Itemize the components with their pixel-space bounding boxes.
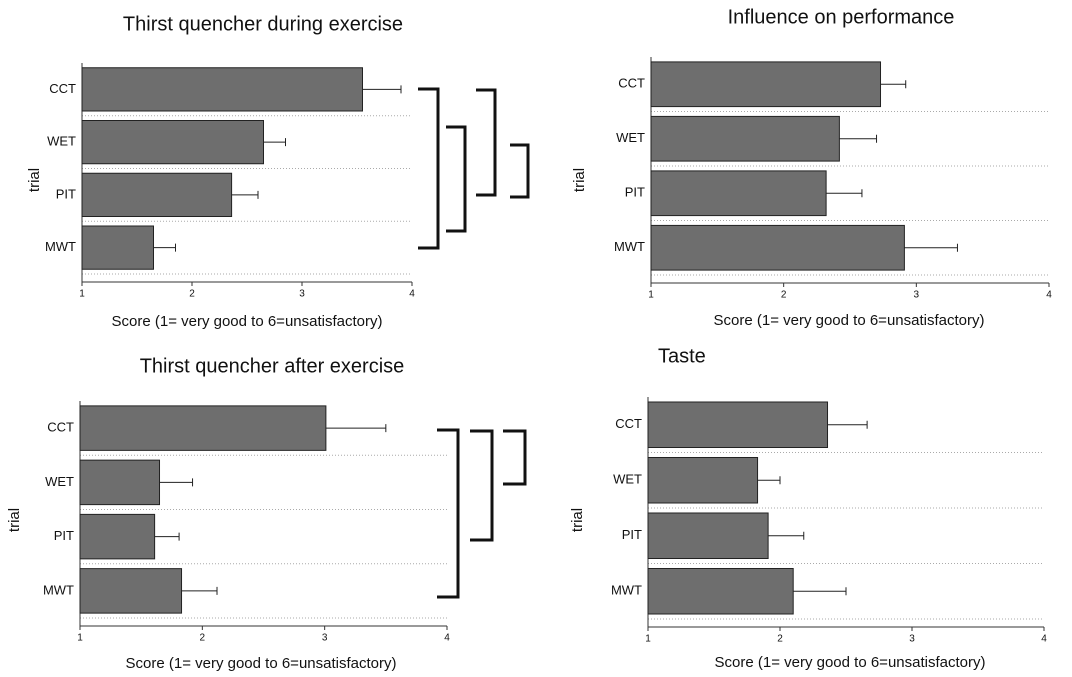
y-tick-label: PIT <box>622 527 642 542</box>
error-bar <box>362 85 402 94</box>
error-bar <box>904 243 958 252</box>
x-tick-label: 4 <box>1041 634 1047 645</box>
y-tick-label: CCT <box>49 81 76 96</box>
error-bar <box>768 531 805 540</box>
bracket <box>476 88 497 197</box>
x-tick-label: 3 <box>914 290 920 301</box>
y-tick-label: MWT <box>611 583 642 598</box>
bracket <box>510 143 530 199</box>
bar <box>81 119 264 165</box>
error-bar <box>231 190 259 199</box>
x-tick-label: 2 <box>189 289 195 300</box>
x-tick-label: 1 <box>77 633 83 644</box>
significance-brackets <box>418 87 530 599</box>
x-tick-label: 1 <box>645 634 651 645</box>
chart-panel: Thirst quencher during exercise Score (1=… <box>26 13 415 330</box>
chart-panel: Thirst quencher after exercise Score (1= … <box>6 355 450 672</box>
x-tick-label: 4 <box>444 633 450 644</box>
error-bar <box>826 189 863 198</box>
x-tick-label: 2 <box>777 634 783 645</box>
y-axis-label: trial <box>571 168 588 192</box>
error-bar <box>181 586 218 595</box>
y-axis-label: trial <box>6 508 23 532</box>
y-tick-label: MWT <box>43 582 74 597</box>
x-tick-label: 1 <box>79 289 85 300</box>
chart-panel: Taste Score (1= very good to 6=unsatisfac… <box>569 345 1047 671</box>
bar <box>647 401 829 449</box>
chart-title: Influence on performance <box>728 6 955 28</box>
x-axis-label: Score (1= very good to 6=unsatisfactory) <box>714 312 985 329</box>
y-tick-label: WET <box>45 474 74 489</box>
bar <box>79 459 161 506</box>
y-axis-label: trial <box>569 508 586 532</box>
chart-title: Taste <box>658 345 706 367</box>
chart-title: Thirst quencher during exercise <box>123 13 403 35</box>
x-tick-label: 3 <box>299 289 305 300</box>
error-bar <box>793 587 847 596</box>
x-tick-label: 2 <box>200 633 206 644</box>
bracket <box>503 429 527 486</box>
bracket <box>446 125 467 233</box>
chart-panel: Influence on performance Score (1= very g… <box>571 6 1052 329</box>
error-bar <box>325 424 387 433</box>
y-tick-label: PIT <box>56 186 76 201</box>
error-bar <box>757 476 781 485</box>
bar <box>79 568 183 614</box>
x-axis-label: Score (1= very good to 6=unsatisfactory) <box>112 313 383 330</box>
x-axis-label: Score (1= very good to 6=unsatisfactory) <box>715 654 986 671</box>
y-tick-label: PIT <box>625 185 645 200</box>
bar <box>79 513 156 560</box>
bar <box>647 567 794 615</box>
bar <box>650 224 905 271</box>
x-tick-label: 4 <box>1046 290 1052 301</box>
bar <box>81 225 154 270</box>
y-tick-label: WET <box>616 130 645 145</box>
y-tick-label: CCT <box>615 416 642 431</box>
bracket <box>437 428 460 599</box>
bar <box>81 67 363 112</box>
y-tick-label: MWT <box>614 239 645 254</box>
error-bar <box>263 138 286 147</box>
x-tick-label: 1 <box>648 290 654 301</box>
x-tick-label: 3 <box>322 633 328 644</box>
error-bar <box>827 420 868 429</box>
y-axis-label: trial <box>26 168 43 192</box>
bar <box>81 172 233 218</box>
bar <box>79 405 327 451</box>
bar <box>650 170 827 217</box>
error-bar <box>159 478 194 487</box>
bar <box>647 456 759 504</box>
y-tick-label: CCT <box>618 76 645 91</box>
bar <box>650 115 840 162</box>
error-bar <box>839 134 878 143</box>
error-bar <box>880 80 907 89</box>
x-axis-label: Score (1= very good to 6=unsatisfactory) <box>126 655 397 672</box>
y-tick-label: WET <box>47 134 76 149</box>
y-tick-label: WET <box>613 472 642 487</box>
y-tick-label: PIT <box>54 528 74 543</box>
y-tick-label: CCT <box>47 420 74 435</box>
x-tick-label: 3 <box>909 634 915 645</box>
bar <box>647 512 769 560</box>
y-tick-label: MWT <box>45 239 76 254</box>
x-tick-label: 4 <box>409 289 415 300</box>
bracket <box>470 429 494 542</box>
bar <box>650 61 882 108</box>
chart-title: Thirst quencher after exercise <box>140 355 405 377</box>
error-bar <box>153 243 176 252</box>
x-tick-label: 2 <box>781 290 787 301</box>
error-bar <box>154 532 180 541</box>
bracket <box>418 87 440 250</box>
